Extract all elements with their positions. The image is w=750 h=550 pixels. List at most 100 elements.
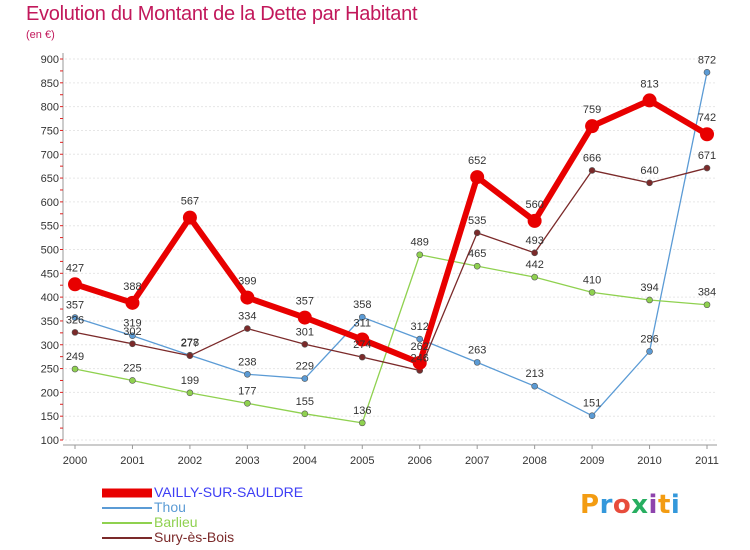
data-point xyxy=(473,229,481,237)
data-label: 759 xyxy=(583,104,601,116)
data-point xyxy=(703,301,711,309)
data-point xyxy=(71,314,79,321)
data-label: 151 xyxy=(583,398,601,410)
data-point xyxy=(244,370,251,378)
data-point xyxy=(473,359,481,366)
data-label: 238 xyxy=(238,356,256,368)
data-point xyxy=(531,249,538,257)
data-point xyxy=(129,332,136,340)
data-point xyxy=(646,348,653,355)
x-tick-label: 2005 xyxy=(350,455,374,467)
legend-label: VAILLY-SUR-SAULDRE xyxy=(154,484,304,500)
data-label: 302 xyxy=(123,326,141,338)
data-label: 640 xyxy=(640,165,658,177)
data-label: 199 xyxy=(181,375,199,387)
data-point xyxy=(182,210,197,225)
data-point xyxy=(186,389,194,397)
data-label: 489 xyxy=(411,237,429,249)
data-point xyxy=(125,295,140,310)
data-point xyxy=(412,355,427,370)
data-point xyxy=(646,179,653,187)
y-tick-label: 400 xyxy=(41,292,59,304)
data-point xyxy=(703,164,711,172)
data-label: 465 xyxy=(468,248,486,260)
data-point xyxy=(700,127,714,142)
x-tick-label: 2007 xyxy=(465,455,489,467)
series-line-sury-s-bois xyxy=(74,167,708,372)
data-label: 813 xyxy=(640,78,658,90)
data-point xyxy=(301,410,309,418)
data-label: 263 xyxy=(468,344,486,356)
data-label: 229 xyxy=(296,361,314,373)
legend-swatch xyxy=(102,488,152,497)
data-point xyxy=(244,325,251,332)
data-point xyxy=(473,262,481,270)
data-label: 274 xyxy=(353,339,371,351)
data-point xyxy=(416,251,424,259)
data-label: 177 xyxy=(238,385,256,397)
legend-swatch xyxy=(102,536,152,539)
data-point xyxy=(358,353,366,361)
data-point xyxy=(703,69,711,76)
data-point xyxy=(642,93,657,108)
x-tick-label: 2010 xyxy=(637,455,661,467)
legend-swatch xyxy=(102,506,152,509)
y-tick-label: 550 xyxy=(41,221,59,233)
data-point xyxy=(244,400,251,407)
data-label: 357 xyxy=(296,296,314,308)
y-tick-label: 800 xyxy=(41,102,59,114)
x-tick-label: 2011 xyxy=(695,455,719,467)
y-tick-label: 300 xyxy=(41,340,59,352)
data-label: 277 xyxy=(181,338,199,350)
x-tick-label: 2006 xyxy=(407,455,431,467)
x-tick-label: 2002 xyxy=(178,455,202,467)
data-point xyxy=(68,277,82,292)
data-label: 388 xyxy=(123,281,141,293)
data-label: 384 xyxy=(698,287,716,299)
data-point xyxy=(240,290,255,305)
data-labels: 357 319 278 238 229 358 312 263 213 151 286 872 249 2… xyxy=(66,54,716,417)
data-point xyxy=(470,170,485,185)
data-label: 442 xyxy=(525,259,543,271)
data-point xyxy=(585,119,600,134)
data-label: 394 xyxy=(640,282,658,294)
data-point xyxy=(358,419,366,427)
y-tick-label: 750 xyxy=(41,125,59,137)
data-label: 262 xyxy=(411,341,429,353)
data-point xyxy=(297,310,312,325)
y-tick-label: 150 xyxy=(41,411,59,423)
y-tick-label: 350 xyxy=(41,316,59,328)
y-tick-label: 850 xyxy=(41,78,59,90)
data-label: 358 xyxy=(353,299,371,311)
data-label: 357 xyxy=(66,300,84,312)
data-label: 671 xyxy=(698,150,716,162)
data-point xyxy=(301,375,309,382)
data-label: 155 xyxy=(296,396,314,408)
data-label: 666 xyxy=(583,152,601,164)
y-tick-label: 700 xyxy=(41,149,59,161)
axes: 100 150 200 250 300 350 400 450 500 550 600 650 700 7… xyxy=(41,53,719,467)
y-tick-label: 250 xyxy=(41,364,59,376)
data-point xyxy=(186,352,194,360)
y-tick-label: 900 xyxy=(41,54,59,66)
data-label: 286 xyxy=(640,333,658,345)
data-label: 278 xyxy=(181,337,199,349)
data-point xyxy=(588,412,596,420)
data-label: 249 xyxy=(66,351,84,363)
data-point xyxy=(129,377,136,384)
x-tick-label: 2004 xyxy=(293,455,317,467)
data-label: 319 xyxy=(123,318,141,330)
legend-swatch xyxy=(102,521,152,524)
data-label: 560 xyxy=(525,199,543,211)
chart-subtitle: (en €) xyxy=(26,29,55,41)
data-point xyxy=(129,340,136,348)
chart-title: Evolution du Montant de la Dette par Hab… xyxy=(26,3,418,25)
legend-label: Thou xyxy=(154,499,186,515)
data-label: 312 xyxy=(411,321,429,333)
data-point xyxy=(416,335,424,343)
data-point xyxy=(531,382,538,390)
data-label: 301 xyxy=(296,326,314,338)
data-point xyxy=(301,340,309,348)
